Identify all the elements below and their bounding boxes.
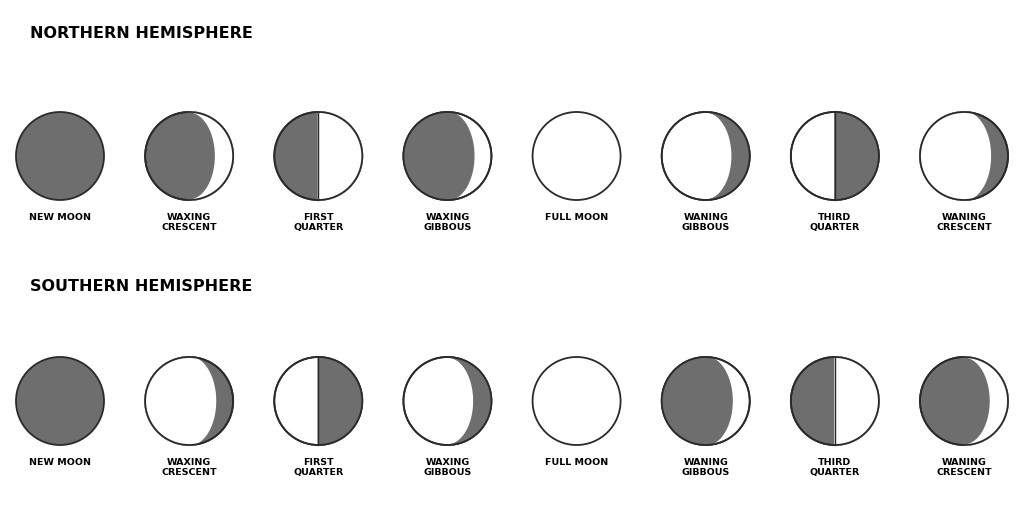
Text: FIRST
QUARTER: FIRST QUARTER (293, 458, 343, 477)
Text: NEW MOON: NEW MOON (29, 458, 91, 467)
Circle shape (532, 112, 621, 200)
Text: WANING
GIBBOUS: WANING GIBBOUS (682, 213, 730, 233)
Text: WANING
GIBBOUS: WANING GIBBOUS (682, 458, 730, 477)
Circle shape (791, 357, 879, 445)
Polygon shape (835, 112, 879, 200)
Text: FULL MOON: FULL MOON (545, 213, 608, 222)
Text: WAXING
CRESCENT: WAXING CRESCENT (162, 458, 217, 477)
Text: NORTHERN HEMISPHERE: NORTHERN HEMISPHERE (30, 26, 253, 41)
Circle shape (145, 112, 233, 200)
Circle shape (532, 357, 621, 445)
Polygon shape (835, 357, 879, 445)
Text: WAXING
CRESCENT: WAXING CRESCENT (162, 213, 217, 233)
Text: WANING
CRESCENT: WANING CRESCENT (936, 213, 992, 233)
Circle shape (662, 357, 750, 445)
Polygon shape (920, 112, 990, 200)
Text: WANING
CRESCENT: WANING CRESCENT (936, 458, 992, 477)
Polygon shape (662, 357, 732, 445)
Polygon shape (189, 112, 233, 200)
Polygon shape (403, 112, 474, 200)
Polygon shape (318, 357, 362, 445)
Polygon shape (145, 357, 215, 445)
Text: FIRST
QUARTER: FIRST QUARTER (293, 213, 343, 233)
Polygon shape (706, 112, 750, 200)
Text: WAXING
GIBBOUS: WAXING GIBBOUS (423, 213, 472, 233)
Polygon shape (447, 357, 492, 445)
Circle shape (791, 112, 879, 200)
Circle shape (662, 112, 750, 200)
Text: THIRD
QUARTER: THIRD QUARTER (810, 458, 860, 477)
Polygon shape (964, 357, 1008, 445)
Circle shape (274, 357, 362, 445)
Text: NEW MOON: NEW MOON (29, 213, 91, 222)
Circle shape (403, 357, 492, 445)
Circle shape (920, 357, 1008, 445)
Text: FULL MOON: FULL MOON (545, 458, 608, 467)
Circle shape (16, 357, 104, 445)
Text: THIRD
QUARTER: THIRD QUARTER (810, 213, 860, 233)
Circle shape (274, 112, 362, 200)
Circle shape (920, 112, 1008, 200)
Polygon shape (318, 112, 362, 200)
Text: SOUTHERN HEMISPHERE: SOUTHERN HEMISPHERE (30, 279, 252, 294)
Circle shape (403, 112, 492, 200)
Circle shape (16, 112, 104, 200)
Circle shape (145, 357, 233, 445)
Text: WAXING
GIBBOUS: WAXING GIBBOUS (423, 458, 472, 477)
